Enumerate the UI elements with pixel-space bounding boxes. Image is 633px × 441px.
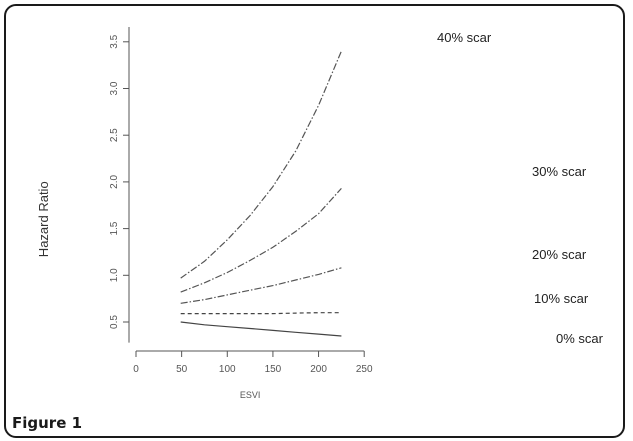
x-tick-label: 50 [176, 364, 188, 375]
y-tick-label: 2.0 [109, 175, 120, 189]
y-tick-label: 1.5 [109, 221, 120, 235]
figure-frame [4, 4, 625, 438]
x-tick-label: 0 [133, 364, 139, 375]
series-line [180, 267, 342, 304]
axes: 0.5 1.0 1.5 2.0 2.5 3.0 3.5 0 50 100 150 200 250 ESVI… [36, 27, 373, 400]
series-lines [180, 50, 342, 337]
x-tick-label: 250 [356, 364, 373, 375]
series-label: 40% scar [437, 30, 492, 45]
y-tick-label: 3.0 [109, 81, 120, 95]
series-label: 0% scar [556, 331, 604, 346]
series-line [180, 321, 342, 337]
series-line [180, 312, 342, 315]
series-label: 20% scar [532, 247, 587, 262]
series-label: 10% scar [534, 291, 589, 306]
series-line [180, 50, 342, 279]
y-axis-title: Hazard Ratio [36, 181, 51, 257]
x-tick-label: 200 [310, 364, 327, 375]
figure-caption: Figure 1 [12, 414, 83, 432]
y-tick-label: 2.5 [109, 128, 120, 142]
x-tick-label: 100 [219, 364, 236, 375]
y-tick-label: 3.5 [109, 34, 120, 48]
series-line [180, 187, 342, 293]
series-label: 30% scar [532, 164, 587, 179]
y-tick-label: 1.0 [109, 268, 120, 282]
x-axis-title: ESVI [240, 390, 261, 400]
x-tick-label: 150 [265, 364, 282, 375]
series-labels: 0% scar 10% scar 20% scar 30% scar 40% scar [437, 30, 604, 346]
y-tick-label: 0.5 [109, 315, 120, 329]
